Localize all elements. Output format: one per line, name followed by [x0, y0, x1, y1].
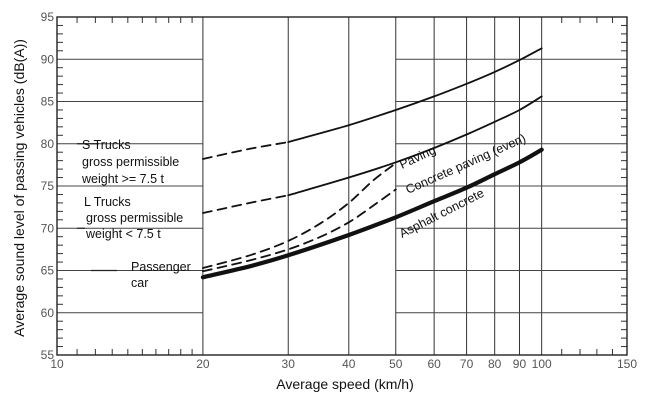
- paving-label: Paving: [397, 143, 438, 172]
- x-tick-label: 50: [389, 357, 403, 371]
- x-tick-label: 80: [488, 357, 502, 371]
- y-tick-label: 65: [41, 264, 55, 278]
- plot-frame: [56, 16, 628, 356]
- annotation-leaders: [77, 143, 117, 272]
- series-lines: [200, 47, 544, 280]
- y-tick-label: 75: [41, 179, 55, 193]
- y-tick-label: 80: [41, 137, 55, 151]
- y-tick-label: 95: [41, 10, 55, 24]
- x-tick-label: 40: [342, 357, 356, 371]
- s-trucks-label-line1: S Trucks: [82, 138, 131, 152]
- tick-labels: 10 20 30 40 50 60 70 80 90 100 150 55 60 65 70 75 80 85 90…: [41, 10, 638, 371]
- y-tick-label: 90: [41, 52, 55, 66]
- x-tick-label: 60: [427, 357, 441, 371]
- series-line-l-trucks-gross-permissible-weight-7-5-t-dashed: [202, 194, 290, 214]
- y-tick-label: 85: [41, 95, 55, 109]
- l-trucks-label-line3: weight < 7.5 t: [85, 227, 161, 241]
- series-line-asphalt-concrete-bold: [200, 147, 544, 280]
- y-axis-title: Average sound level of passing vehicles …: [11, 39, 27, 337]
- x-tick-label: 100: [532, 357, 552, 371]
- grid: [56, 16, 628, 356]
- x-axis-title: Average speed (km/h): [276, 376, 413, 392]
- series-line-concrete-paving-even-dashed: [202, 188, 397, 273]
- x-tick-label: 70: [460, 357, 474, 371]
- series-line-paving-dashed: [202, 162, 397, 269]
- s-trucks-label-line3: weight >= 7.5 t: [81, 172, 165, 186]
- x-tick-label: 90: [513, 357, 527, 371]
- tick-marks: [57, 17, 627, 355]
- s-trucks-label-line2: gross permissible: [82, 155, 179, 169]
- series-line-s-trucks-gross-permissible-weight-7-5-t-dashed: [202, 141, 290, 160]
- x-tick-label: 10: [50, 357, 64, 371]
- l-trucks-label-line2: gross permissible: [86, 211, 183, 225]
- x-tick-label: 20: [196, 357, 210, 371]
- series-line-l-trucks-gross-permissible-weight-7-5-t-solid: [287, 95, 543, 197]
- series-line-s-trucks-gross-permissible-weight-7-5-t-solid: [287, 47, 543, 143]
- passenger-car-label-line1: Passenger: [131, 260, 191, 274]
- x-tick-label: 30: [282, 357, 296, 371]
- y-tick-label: 60: [41, 306, 55, 320]
- passenger-car-label-line2: car: [131, 276, 148, 290]
- y-tick-label: 55: [41, 348, 55, 362]
- y-tick-label: 70: [41, 221, 55, 235]
- x-tick-label: 150: [617, 357, 637, 371]
- l-trucks-label-line1: L Trucks: [84, 195, 131, 209]
